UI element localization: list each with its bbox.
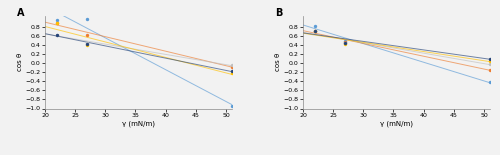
- Point: [311, 30, 319, 33]
- Point: [228, 70, 236, 73]
- Point: [83, 43, 91, 45]
- Y-axis label: cos θ: cos θ: [17, 53, 23, 71]
- Point: [341, 43, 349, 45]
- Point: [341, 42, 349, 44]
- Point: [341, 40, 349, 43]
- Point: [53, 22, 61, 24]
- Point: [53, 33, 61, 36]
- Text: A: A: [17, 8, 24, 18]
- Point: [53, 19, 61, 21]
- Point: [311, 30, 319, 33]
- Point: [486, 57, 494, 60]
- Point: [228, 105, 236, 107]
- Point: [228, 66, 236, 68]
- Y-axis label: cos θ: cos θ: [275, 53, 281, 71]
- Point: [341, 42, 349, 44]
- Point: [53, 22, 61, 24]
- Point: [83, 42, 91, 44]
- Point: [53, 33, 61, 36]
- Point: [311, 30, 319, 33]
- Point: [228, 72, 236, 74]
- Point: [83, 33, 91, 36]
- Point: [486, 69, 494, 71]
- Point: [83, 18, 91, 20]
- Point: [311, 25, 319, 27]
- Point: [228, 64, 236, 67]
- Point: [83, 44, 91, 46]
- Point: [486, 81, 494, 83]
- Point: [311, 30, 319, 33]
- Point: [341, 41, 349, 43]
- X-axis label: γ (mN/m): γ (mN/m): [380, 120, 413, 127]
- Point: [486, 63, 494, 65]
- Point: [486, 60, 494, 62]
- X-axis label: γ (mN/m): γ (mN/m): [122, 120, 155, 127]
- Text: B: B: [275, 8, 282, 18]
